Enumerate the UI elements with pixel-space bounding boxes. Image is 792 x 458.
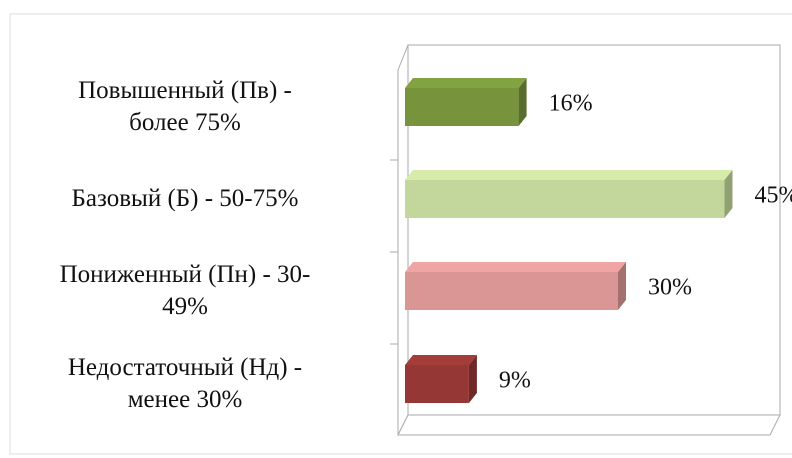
category-label: Базовый (Б) - 50-75%: [71, 185, 299, 212]
bar: [405, 272, 618, 310]
bar-top: [405, 262, 626, 272]
frame: [9, 13, 792, 455]
category-label: Недостаточный (Нд) - менее 30%: [67, 354, 303, 413]
bar-side: [468, 355, 477, 403]
category-label: Повышенный (Пв) - более 75%: [78, 77, 292, 136]
bar: [405, 88, 519, 126]
bar-side: [518, 78, 527, 126]
bar: [405, 180, 725, 218]
value-label: 16%: [549, 91, 593, 117]
bar-side: [618, 262, 626, 310]
bar: [405, 365, 469, 403]
bar-top: [405, 355, 477, 365]
value-label: 45%: [755, 183, 792, 209]
bar-top: [405, 78, 527, 88]
value-label: 30%: [648, 275, 692, 301]
bar-top: [405, 170, 733, 180]
value-label: 9%: [499, 368, 531, 394]
category-label: Пониженный (Пн) - 30- 49%: [59, 261, 311, 320]
floor: [397, 414, 781, 436]
bar-side: [724, 170, 733, 218]
